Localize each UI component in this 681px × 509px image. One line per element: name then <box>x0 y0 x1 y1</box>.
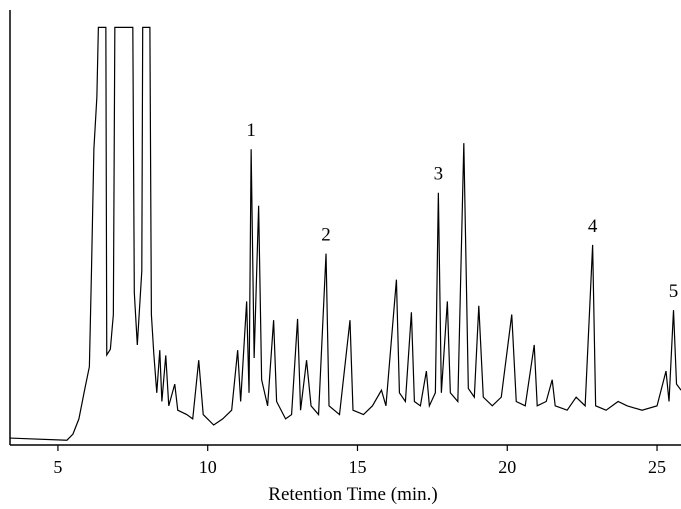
x-tick-label: 10 <box>199 457 217 477</box>
chromatogram-trace <box>9 26 681 441</box>
x-tick-label: 15 <box>348 457 366 477</box>
peak-label: 1 <box>246 120 256 141</box>
peak-label: 2 <box>321 225 331 246</box>
peak-label: 3 <box>434 164 444 185</box>
peak-label: 5 <box>669 281 679 302</box>
x-axis-label: Retention Time (min.) <box>268 484 437 505</box>
x-tick-label: 25 <box>648 457 666 477</box>
peak-label: 4 <box>588 216 598 237</box>
x-tick-label: 20 <box>498 457 516 477</box>
x-tick-label: 5 <box>53 457 62 477</box>
